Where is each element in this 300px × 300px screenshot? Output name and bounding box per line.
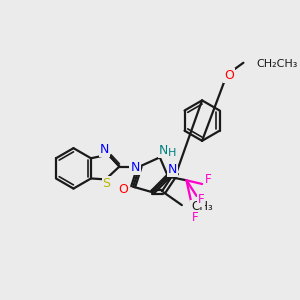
Text: O: O: [224, 69, 234, 82]
Text: F: F: [205, 173, 212, 186]
Text: F: F: [198, 193, 205, 206]
Text: N: N: [130, 161, 140, 174]
Text: CH₃: CH₃: [191, 200, 213, 213]
Text: N: N: [168, 163, 177, 176]
Text: H: H: [168, 148, 176, 158]
Text: N: N: [100, 142, 110, 156]
Text: CH₂CH₃: CH₂CH₃: [256, 59, 298, 69]
Text: N: N: [159, 143, 168, 157]
Text: S: S: [103, 178, 110, 190]
Text: F: F: [192, 211, 199, 224]
Text: O: O: [118, 183, 128, 196]
